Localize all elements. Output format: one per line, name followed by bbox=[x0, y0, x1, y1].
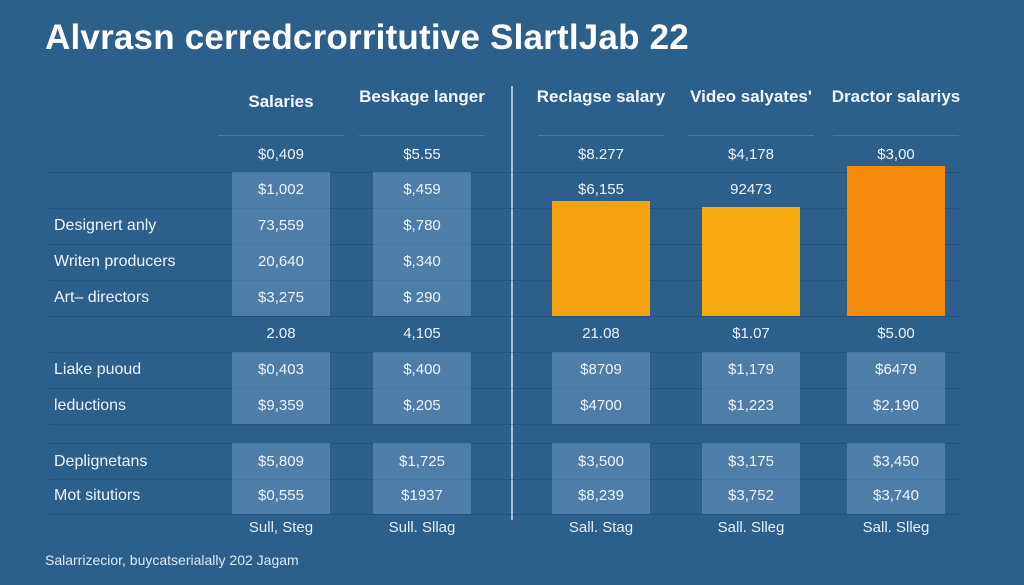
table-cell: $3,00 bbox=[877, 146, 915, 163]
bar-2 bbox=[702, 206, 800, 316]
table-cell: $,459 bbox=[403, 181, 441, 198]
row-label: Deplignetans bbox=[54, 453, 148, 470]
cell-box bbox=[373, 172, 471, 316]
table-cell: $1.07 bbox=[732, 325, 770, 342]
row-label: Designert anly bbox=[54, 217, 157, 234]
cell-box bbox=[232, 172, 330, 316]
cell-box bbox=[373, 352, 471, 424]
row-separator bbox=[50, 316, 960, 317]
caption: Salarrizecior, buycatserialally 202 Jaga… bbox=[45, 552, 299, 568]
table-cell: $6479 bbox=[875, 361, 917, 378]
column-footer: Sall. Stag bbox=[568, 519, 634, 536]
cell-box bbox=[373, 443, 471, 514]
column-footer: Sall. Slleg bbox=[717, 519, 785, 536]
header-underline bbox=[833, 135, 959, 136]
table-cell: $0,409 bbox=[258, 146, 304, 163]
row-separator bbox=[50, 352, 960, 353]
row-label: Art– directors bbox=[54, 289, 150, 306]
table-cell: $1937 bbox=[401, 487, 443, 504]
table-cell: $,205 bbox=[403, 397, 441, 414]
table-cell: $4700 bbox=[580, 397, 622, 414]
column-header: Dractor salariys bbox=[831, 87, 961, 106]
row-separator bbox=[50, 479, 960, 480]
table-cell: 20,640 bbox=[258, 253, 304, 270]
table-cell: $6,155 bbox=[578, 181, 624, 198]
row-label: leductions bbox=[54, 397, 127, 414]
row-separator bbox=[50, 172, 960, 173]
column-footer: Sall. Slleg bbox=[862, 519, 930, 536]
header-underline bbox=[538, 135, 664, 136]
row-label: Liake puoud bbox=[54, 361, 142, 378]
row-separator bbox=[50, 388, 960, 389]
table-cell: $3,450 bbox=[873, 453, 919, 470]
table-cell: $4,178 bbox=[728, 146, 774, 163]
cell-box bbox=[847, 443, 945, 514]
header-underline bbox=[688, 135, 814, 136]
table-cell: $0,555 bbox=[258, 487, 304, 504]
table-cell: $9,359 bbox=[258, 397, 304, 414]
cell-box bbox=[702, 443, 800, 514]
table-cell: $2,190 bbox=[873, 397, 919, 414]
cell-box bbox=[552, 443, 650, 514]
table-cell: $3,500 bbox=[578, 453, 624, 470]
row-separator bbox=[50, 244, 960, 245]
table-cell: $3,740 bbox=[873, 487, 919, 504]
table-cell: $8,239 bbox=[578, 487, 624, 504]
column-header: Salaries bbox=[248, 92, 314, 111]
page-title: Alvrasn cerredcrorritutive SlartlJab 22 bbox=[45, 18, 689, 57]
cell-box bbox=[552, 352, 650, 424]
column-footer: Sull, Steg bbox=[248, 519, 314, 536]
column-footer: Sull. Sllag bbox=[388, 519, 456, 536]
table-cell: $,340 bbox=[403, 253, 441, 270]
table-cell: 4,105 bbox=[403, 325, 441, 342]
table-cell: $0,403 bbox=[258, 361, 304, 378]
bar-1 bbox=[552, 200, 650, 316]
bar-3 bbox=[847, 166, 945, 316]
table-cell: $3,175 bbox=[728, 453, 774, 470]
row-separator bbox=[50, 424, 960, 425]
column-header: Beskage langer bbox=[359, 87, 485, 106]
table-cell: $,400 bbox=[403, 361, 441, 378]
column-header: Reclagse salary bbox=[536, 87, 666, 106]
row-label: Writen producers bbox=[54, 253, 176, 270]
table-cell: $3,752 bbox=[728, 487, 774, 504]
header-underline bbox=[359, 135, 485, 136]
row-separator bbox=[50, 208, 960, 209]
table-cell: $8709 bbox=[580, 361, 622, 378]
table-cell: $8.277 bbox=[578, 146, 624, 163]
table-cell: $1,179 bbox=[728, 361, 774, 378]
table-cell: 92473 bbox=[730, 181, 772, 198]
table-cell: $1,223 bbox=[728, 397, 774, 414]
table-cell: 73,559 bbox=[258, 217, 304, 234]
table-cell: 2.08 bbox=[266, 325, 296, 342]
cell-box bbox=[232, 352, 330, 424]
table-cell: $1,002 bbox=[258, 181, 304, 198]
table-cell: $5,809 bbox=[258, 453, 304, 470]
row-separator bbox=[50, 443, 960, 444]
table-cell: $ 290 bbox=[403, 289, 441, 306]
table-cell: $5.00 bbox=[877, 325, 915, 342]
table-cell: $1,725 bbox=[399, 453, 445, 470]
table-cell: $5.55 bbox=[403, 146, 441, 163]
cell-box bbox=[702, 352, 800, 424]
table-cell: 21.08 bbox=[582, 325, 620, 342]
header-underline bbox=[218, 135, 344, 136]
cell-box bbox=[847, 352, 945, 424]
table-cell: $,780 bbox=[403, 217, 441, 234]
row-separator bbox=[50, 280, 960, 281]
column-divider bbox=[511, 86, 513, 520]
table-cell: $3,275 bbox=[258, 289, 304, 306]
column-header: Video salyates' bbox=[690, 87, 812, 106]
row-label: Mot situtiors bbox=[54, 487, 141, 504]
cell-box bbox=[232, 443, 330, 514]
row-separator bbox=[50, 514, 960, 515]
